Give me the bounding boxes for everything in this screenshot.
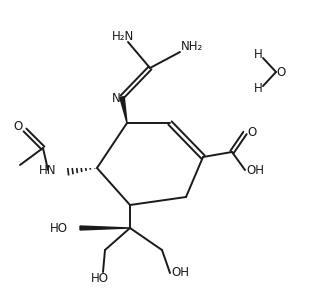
Text: N: N: [112, 93, 120, 105]
Polygon shape: [120, 97, 127, 123]
Text: HO: HO: [91, 272, 109, 285]
Text: OH: OH: [246, 163, 264, 176]
Text: HO: HO: [50, 222, 68, 234]
Text: OH: OH: [171, 267, 189, 280]
Text: O: O: [276, 66, 285, 79]
Text: NH₂: NH₂: [181, 40, 203, 54]
Text: O: O: [247, 127, 257, 139]
Text: H: H: [254, 83, 262, 96]
Text: H₂N: H₂N: [112, 30, 134, 42]
Text: O: O: [13, 120, 23, 134]
Text: HN: HN: [39, 163, 56, 176]
Polygon shape: [80, 226, 130, 230]
Text: H: H: [254, 49, 262, 62]
